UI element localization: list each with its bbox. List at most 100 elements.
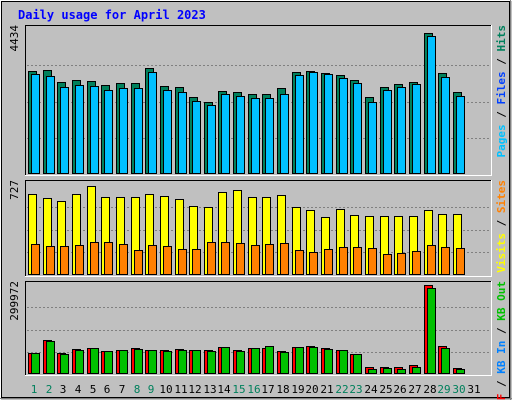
bar-kb-out [251, 348, 260, 374]
legend-item-kb-out: KB Out [495, 281, 508, 321]
bar-files [31, 74, 40, 174]
legend-hits-files: Pages / Files / Hits [495, 25, 508, 158]
bar-kb-out [412, 367, 421, 374]
legend-separator: / [495, 213, 508, 233]
legend-item-kb-in: KB In [495, 341, 508, 374]
day-label: 12 [188, 383, 201, 396]
bar-sites [383, 254, 392, 275]
day-label: 22 [335, 383, 348, 396]
bar-sites [119, 244, 128, 275]
bar-kb-out [221, 347, 230, 374]
legend-item-kb-f: KB F [495, 394, 508, 400]
legend-item-hits: Hits [495, 25, 508, 52]
bar-kb-out [427, 288, 436, 374]
bar-files [324, 74, 333, 174]
bar-sites [427, 245, 436, 275]
bar-files [148, 72, 157, 174]
bar-sites [339, 247, 348, 275]
day-label: 27 [408, 383, 421, 396]
bar-files [397, 87, 406, 174]
day-label: 13 [203, 383, 216, 396]
bar-files [309, 72, 318, 174]
legend-item-visits: Visits [495, 233, 508, 273]
bar-kb-out [46, 341, 55, 374]
legend-kbytes: KB F / KB In / KB Out [495, 281, 508, 400]
day-label: 9 [148, 383, 155, 396]
legend-item-sites: Sites [495, 180, 508, 213]
bar-kb-out [339, 350, 348, 374]
bar-kb-out [236, 351, 245, 374]
bar-sites [236, 243, 245, 275]
day-label: 26 [393, 383, 406, 396]
legend-visits-sites: Visits / Sites [495, 180, 508, 273]
day-label: 20 [305, 383, 318, 396]
bar-kb-out [383, 368, 392, 374]
bar-kb-out [104, 351, 113, 374]
day-label: 11 [174, 383, 187, 396]
bar-sites [324, 249, 333, 275]
bar-kb-out [324, 349, 333, 374]
bar-files [163, 90, 172, 174]
day-label: 7 [119, 383, 126, 396]
legend-separator: / [495, 321, 508, 341]
bar-sites [280, 243, 289, 275]
bar-sites [192, 249, 201, 275]
bar-kb-out [397, 369, 406, 374]
bar-sites [31, 244, 40, 275]
bar-files [178, 92, 187, 174]
day-label: 19 [291, 383, 304, 396]
bar-sites [207, 242, 216, 275]
day-label: 16 [247, 383, 260, 396]
bar-files [456, 96, 465, 174]
bar-kb-out [353, 354, 362, 374]
bar-sites [397, 253, 406, 275]
bar-files [236, 96, 245, 174]
scale-label-hits-files: 4434 [8, 25, 21, 52]
bar-files [104, 90, 113, 174]
legend-separator: / [495, 374, 508, 394]
bar-kb-out [295, 347, 304, 374]
bar-files [265, 98, 274, 174]
bar-files [192, 101, 201, 174]
bar-sites [60, 246, 69, 275]
bar-sites [163, 246, 172, 275]
bar-files [427, 36, 436, 174]
day-label: 15 [232, 383, 245, 396]
bar-sites [134, 250, 143, 275]
day-label: 18 [276, 383, 289, 396]
bar-files [441, 77, 450, 174]
legend-separator: / [495, 52, 508, 72]
bar-files [90, 86, 99, 174]
bar-kb-out [90, 348, 99, 374]
bar-kb-out [60, 354, 69, 374]
bar-sites [90, 242, 99, 275]
bar-sites [148, 245, 157, 275]
legend-separator: / [495, 105, 508, 125]
day-label: 29 [437, 383, 450, 396]
scale-label-visits-sites: 727 [8, 180, 21, 200]
day-label: 5 [90, 383, 97, 396]
day-label: 14 [217, 383, 231, 396]
day-label: 1 [31, 383, 38, 396]
day-label: 8 [134, 383, 141, 396]
bar-kb-out [148, 350, 157, 374]
day-label: 25 [379, 383, 392, 396]
day-label: 21 [320, 383, 333, 396]
bar-files [353, 83, 362, 174]
day-label: 3 [60, 383, 67, 396]
bar-files [75, 85, 84, 174]
bar-sites [221, 242, 230, 275]
bar-files [221, 94, 230, 174]
bar-files [339, 78, 348, 174]
day-label: 23 [349, 383, 362, 396]
bar-sites [295, 250, 304, 275]
bar-kb-out [207, 351, 216, 374]
bar-files [412, 84, 421, 174]
bar-files [368, 102, 377, 174]
chart-bars [28, 33, 465, 374]
bar-sites [368, 248, 377, 275]
day-label: 6 [104, 383, 111, 396]
